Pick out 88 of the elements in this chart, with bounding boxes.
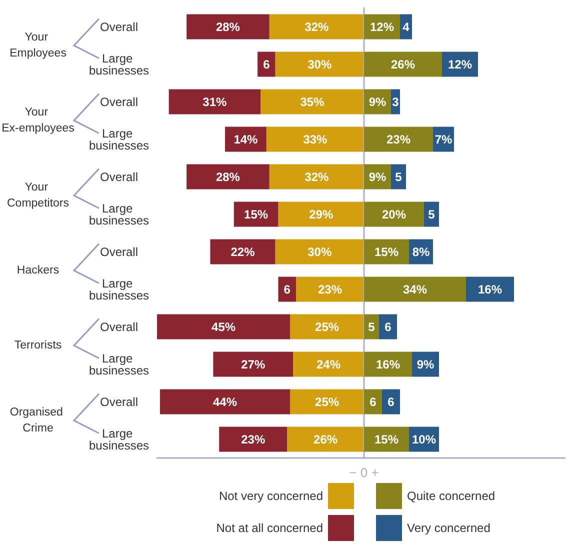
data-label: 33% bbox=[303, 132, 328, 146]
data-label: 3 bbox=[392, 94, 400, 109]
text: Your Ex-employees bbox=[2, 106, 75, 134]
data-label: 10% bbox=[412, 432, 436, 446]
bar bbox=[364, 389, 382, 414]
data-label: 6 bbox=[284, 282, 291, 296]
y-tick-label: Large businesses bbox=[88, 51, 150, 78]
y-tick-label: Overall bbox=[100, 320, 138, 334]
bar bbox=[157, 314, 290, 340]
bar bbox=[379, 314, 397, 340]
data-label: 34% bbox=[402, 282, 428, 296]
data-label: 28% bbox=[216, 20, 240, 34]
text: Hackers bbox=[16, 264, 60, 276]
bar bbox=[424, 202, 439, 227]
data-label: 25% bbox=[315, 320, 340, 334]
legend-label: Quite concerned bbox=[407, 489, 496, 503]
y-tick-label: Large businesses bbox=[88, 351, 150, 378]
data-label: 24% bbox=[316, 357, 341, 372]
bar bbox=[466, 276, 514, 302]
data-label: 15% bbox=[244, 207, 268, 222]
data-label: 26% bbox=[314, 432, 338, 446]
legend-label: Not at all concerned bbox=[216, 521, 323, 535]
data-label: 7% bbox=[434, 132, 452, 146]
bar bbox=[168, 89, 260, 114]
y-tick-label: Overall bbox=[100, 394, 138, 409]
data-label: 35% bbox=[300, 94, 325, 109]
data-label: 32% bbox=[304, 170, 330, 184]
data-label: 27% bbox=[241, 357, 266, 372]
data-label: 6 bbox=[263, 57, 270, 72]
data-label: 5 bbox=[428, 207, 436, 222]
data-label: 16% bbox=[478, 282, 502, 296]
text: Your Competitors bbox=[7, 182, 70, 210]
text: Terrorists bbox=[14, 340, 62, 352]
data-label: 9% bbox=[368, 94, 386, 109]
data-label: 45% bbox=[212, 320, 236, 334]
data-label: 5 bbox=[395, 170, 402, 184]
bar bbox=[210, 239, 276, 264]
text: − 0 + bbox=[349, 465, 379, 480]
data-label: 6 bbox=[384, 320, 392, 334]
data-label: 23% bbox=[386, 132, 411, 146]
data-label: 20% bbox=[382, 207, 406, 222]
data-label: 28% bbox=[216, 170, 240, 184]
data-label: 14% bbox=[234, 132, 258, 146]
bar bbox=[186, 14, 270, 40]
bar bbox=[364, 314, 379, 340]
text: Organised Crime bbox=[10, 406, 66, 434]
bar bbox=[213, 352, 294, 377]
data-label: 23% bbox=[241, 432, 266, 446]
data-label: 6 bbox=[370, 394, 377, 409]
data-label: 15% bbox=[374, 432, 399, 446]
data-label: 9% bbox=[416, 357, 434, 372]
data-label: 29% bbox=[309, 207, 334, 222]
y-tick-label: Overall bbox=[100, 94, 138, 109]
data-label: 31% bbox=[202, 94, 227, 109]
data-label: 15% bbox=[374, 244, 399, 259]
legend-label: Very concerned bbox=[407, 521, 490, 535]
data-label: 4 bbox=[402, 20, 410, 34]
data-label: 44% bbox=[213, 394, 238, 409]
text: Your Employees bbox=[10, 32, 67, 60]
y-tick-label: Overall bbox=[100, 170, 138, 184]
data-label: 30% bbox=[308, 57, 332, 72]
data-label: 26% bbox=[390, 57, 416, 72]
data-label: 8% bbox=[412, 244, 430, 259]
bar bbox=[382, 389, 400, 414]
y-tick-label: Large businesses bbox=[88, 276, 150, 302]
y-tick-label: Large businesses bbox=[88, 426, 150, 452]
y-tick-label: Large businesses bbox=[88, 201, 150, 228]
bar bbox=[160, 389, 290, 414]
data-label: 32% bbox=[304, 20, 330, 34]
data-label: 12% bbox=[370, 20, 394, 34]
y-tick-label: Overall bbox=[100, 20, 138, 34]
bar bbox=[258, 52, 276, 77]
data-label: 16% bbox=[376, 357, 400, 372]
data-label: 30% bbox=[308, 244, 332, 259]
bar bbox=[219, 426, 288, 452]
data-label: 23% bbox=[318, 282, 342, 296]
data-label: 5 bbox=[368, 320, 376, 334]
data-label: 22% bbox=[230, 244, 256, 259]
y-tick-label: Large businesses bbox=[88, 126, 150, 152]
bar bbox=[186, 164, 270, 190]
bar bbox=[391, 164, 406, 190]
data-label: 6 bbox=[388, 394, 395, 409]
data-label: 25% bbox=[315, 394, 340, 409]
y-tick-label: Overall bbox=[100, 244, 138, 259]
data-label: 9% bbox=[368, 170, 386, 184]
bar bbox=[278, 276, 296, 302]
data-label: 12% bbox=[448, 57, 472, 72]
legend-label: Not very concerned bbox=[218, 489, 323, 503]
